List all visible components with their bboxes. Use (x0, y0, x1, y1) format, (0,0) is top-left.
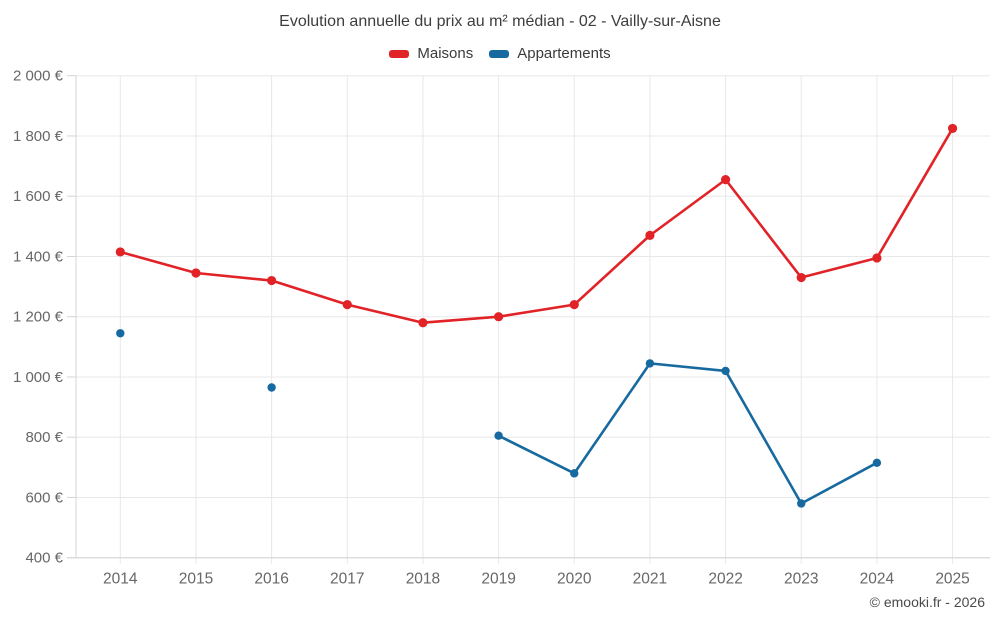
data-point-maisons-2021[interactable] (645, 230, 655, 240)
legend-item-appartements[interactable]: Appartements (489, 45, 611, 62)
x-axis-label: 2014 (103, 571, 138, 588)
maisons-series-swatch-icon (389, 49, 410, 58)
data-point-appartements-2021[interactable] (645, 359, 655, 368)
y-axis-label: 400 € (25, 550, 63, 567)
y-axis-label: 1 200 € (13, 309, 64, 326)
chart-legend: Maisons Appartements (0, 45, 1000, 62)
x-axis-label: 2015 (179, 571, 213, 588)
data-point-maisons-2014[interactable] (115, 247, 125, 257)
data-point-appartements-2019[interactable] (494, 431, 503, 440)
data-point-maisons-2019[interactable] (494, 312, 504, 322)
x-axis-label: 2022 (708, 571, 742, 588)
data-point-appartements-2014[interactable] (116, 329, 125, 338)
data-point-maisons-2023[interactable] (796, 272, 806, 283)
data-point-appartements-2024[interactable] (872, 458, 882, 468)
data-point-maisons-2025[interactable] (947, 123, 958, 134)
data-point-maisons-2022[interactable] (720, 175, 731, 185)
data-point-maisons-2016[interactable] (267, 275, 277, 286)
x-axis-label: 2018 (406, 571, 440, 588)
y-axis-label: 1 400 € (13, 248, 64, 265)
y-axis-label: 2 000 € (13, 68, 64, 85)
x-axis-label: 2016 (254, 571, 288, 588)
data-point-appartements-2016[interactable] (267, 383, 276, 392)
x-axis-label: 2024 (860, 571, 895, 588)
data-point-appartements-2023[interactable] (797, 499, 806, 508)
x-axis-label: 2021 (633, 571, 667, 588)
legend-item-maisons[interactable]: Maisons (389, 45, 473, 62)
x-axis-label: 2020 (557, 571, 592, 588)
x-axis-label: 2017 (330, 571, 364, 588)
data-point-maisons-2024[interactable] (872, 253, 882, 263)
legend-label-maisons: Maisons (417, 45, 474, 62)
series-line-appartements (497, 362, 879, 505)
series-line-maisons (119, 127, 954, 325)
data-point-appartements-2022[interactable] (721, 366, 730, 376)
chart-title: Evolution annuelle du prix au m² médian … (279, 13, 721, 30)
footer-credit: © emooki.fr - 2026 (869, 594, 985, 610)
data-point-maisons-2020[interactable] (569, 300, 579, 310)
appartements-series-swatch-icon (489, 49, 510, 58)
data-point-appartements-2020[interactable] (570, 469, 579, 478)
y-axis-label: 1 600 € (13, 188, 64, 205)
y-axis-label: 600 € (25, 489, 63, 506)
data-point-maisons-2017[interactable] (342, 300, 352, 310)
x-axis-label: 2025 (935, 571, 969, 588)
x-axis-label: 2019 (481, 571, 515, 588)
data-point-maisons-2018[interactable] (418, 318, 428, 328)
y-axis-label: 800 € (25, 429, 63, 446)
data-point-maisons-2015[interactable] (191, 268, 201, 278)
y-axis-label: 1 000 € (13, 369, 64, 386)
x-axis-label: 2023 (784, 571, 818, 588)
y-axis-label: 1 800 € (13, 128, 64, 145)
legend-label-appartements: Appartements (517, 45, 611, 62)
